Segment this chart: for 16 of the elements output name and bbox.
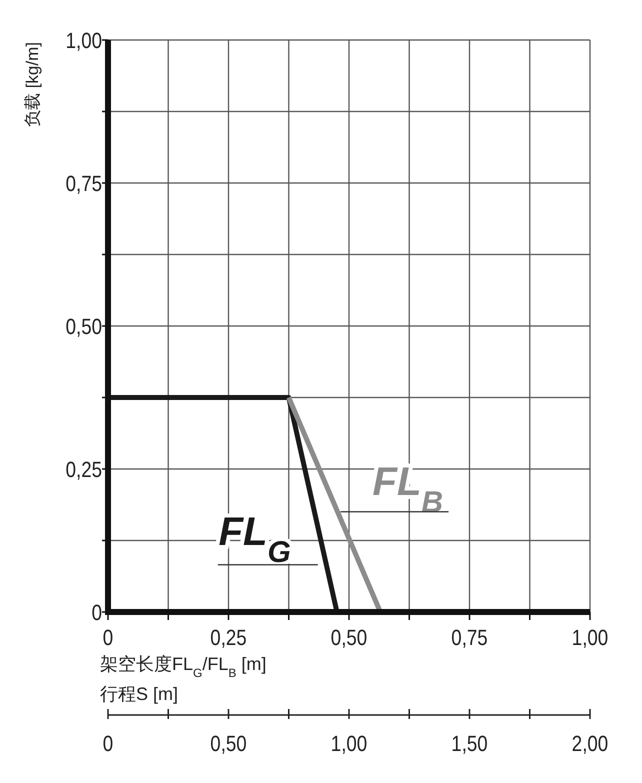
x-axis-title: 架空长度FL$_{G}$/FL$_{B}$ [m] [100,654,266,680]
x-tick-label: 0,50 [330,626,368,650]
y-axis-title: 负载 [kg/m] [23,42,42,128]
x2-axis-title: 行程S [m] [100,684,178,704]
x2-tick-label: 2,00 [572,732,608,756]
x-tick-label: 1,00 [572,626,608,650]
x-tick-label: 0,75 [451,626,488,650]
y-tick-label: 0 [92,602,102,626]
x2-tick-label: 1,00 [330,732,368,756]
y-tick-label: 0,75 [66,172,102,196]
y-tick-label: 0,50 [66,316,102,340]
y-tick-label: 0,25 [66,458,102,482]
x2-tick-label: 0,50 [210,732,247,756]
x-tick-label: 0,25 [210,626,247,650]
x2-tick-label: 1,50 [451,732,488,756]
y-tick-label: 1,00 [66,30,102,54]
